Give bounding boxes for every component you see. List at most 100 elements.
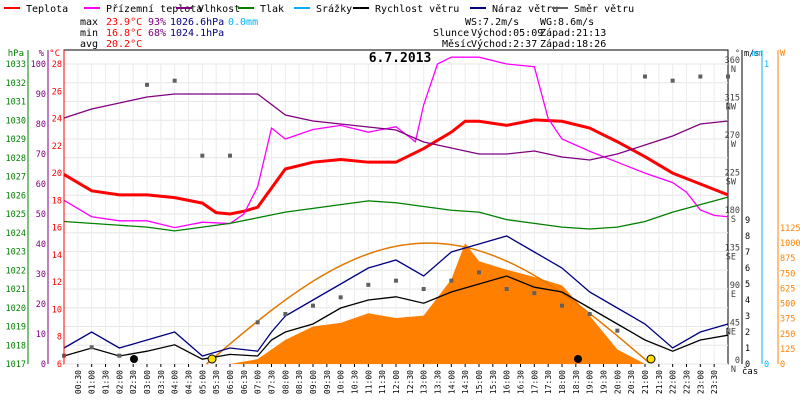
x-tick-label: 10:00	[337, 370, 346, 394]
legend-label-rychlost: Rychlost větru	[375, 3, 459, 15]
x-tick-label: 11:30	[378, 370, 387, 394]
x-tick-label: 03:30	[157, 370, 166, 394]
axis-tick-temperature: 14	[52, 251, 62, 261]
direction-point	[200, 153, 205, 158]
direction-point	[504, 287, 509, 291]
axis-tick-pressure: 1031	[6, 98, 26, 108]
direction-point	[587, 312, 592, 316]
legend-label-tlak: Tlak	[260, 4, 284, 15]
legend-label-srazky: Srážky	[316, 3, 352, 15]
x-tick-label: 22:30	[683, 370, 692, 394]
stat-min-label: min	[80, 28, 98, 39]
moon-marker-icon	[130, 355, 138, 363]
x-tick-label: 07:30	[268, 370, 277, 394]
axis-tick-pressure: 1022	[6, 266, 26, 276]
legend-label-smer: Směr větru	[574, 3, 634, 15]
axis-tick-pressure: 1023	[6, 248, 26, 258]
axis-tick-direction: 45	[730, 319, 740, 329]
series-lines	[63, 56, 729, 360]
stat-avg-label: avg	[80, 39, 98, 50]
axis-tick-wind: 2	[745, 328, 750, 338]
x-tick-label: 19:00	[586, 370, 595, 394]
axis-tick-direction: 270	[725, 131, 740, 141]
direction-point	[117, 353, 122, 358]
x-tick-label: 14:30	[461, 370, 470, 394]
x-tick-label: 20:00	[613, 370, 622, 394]
solar-area	[230, 243, 645, 364]
axis-unit-rain: mm	[752, 49, 762, 59]
axis-unit-wind: m/s	[744, 49, 759, 59]
stat-avg-temp: 20.2°C	[106, 39, 142, 50]
axis-unit-temperature: °C	[49, 49, 60, 59]
sun-rise-marker-icon	[207, 354, 217, 364]
series-line	[63, 118, 729, 216]
series-line	[63, 56, 729, 229]
axis-tick-solar: 750	[780, 269, 795, 279]
direction-point	[366, 282, 371, 287]
axis-tick-solar: 625	[780, 284, 795, 294]
axis-unit-solar: W	[780, 49, 786, 59]
wind-wg: WG:8.6m/s	[540, 17, 594, 28]
axis-tick-temperature: 10	[52, 305, 62, 315]
direction-point	[615, 328, 620, 333]
stats-block: max 23.9°C 93% 1026.6hPa 0.0mm min 16.8°…	[80, 17, 258, 50]
x-tick-label: 05:30	[212, 370, 221, 394]
x-tick-label: 10:30	[351, 370, 360, 394]
axis-tick-humidity: 40	[36, 240, 46, 250]
theoretical-solar-curve	[205, 242, 650, 365]
direction-point	[449, 278, 454, 283]
axis-tick-direction: 360	[725, 56, 740, 66]
axis-unit-direction: °	[735, 49, 740, 59]
direction-point	[283, 312, 288, 316]
axis-tick-compass: SE	[726, 253, 736, 263]
axis-tick-compass: NW	[726, 103, 737, 113]
axis-tick-solar: 125	[780, 345, 795, 355]
x-axis: 00:30 01:00 01:30 02:00 02:30 03:00 03:30 04:00…	[74, 364, 719, 394]
wind-direction-points	[62, 74, 730, 358]
axis-tick-direction: 135	[725, 244, 740, 254]
x-tick-label: 01:30	[102, 370, 111, 394]
direction-point	[643, 74, 647, 79]
sun-label: Slunce	[433, 28, 469, 39]
x-tick-label: 02:00	[115, 370, 124, 394]
x-tick-label: 18:30	[572, 370, 581, 394]
axis-tick-humidity: 50	[36, 210, 46, 220]
moon-rise: Východ:2:37	[471, 38, 537, 50]
x-tick-label: 16:30	[517, 370, 526, 394]
axis-tick-pressure: 1024	[6, 229, 26, 239]
axis-tick-temperature: 22	[52, 142, 62, 152]
axis-tick-humidity: 80	[36, 120, 46, 130]
direction-point	[560, 303, 564, 308]
direction-point	[145, 82, 149, 87]
axis-tick-compass: S	[731, 215, 736, 225]
axis-tick-pressure: 1027	[6, 173, 26, 183]
x-tick-label: 12:30	[406, 370, 415, 394]
axis-tick-temperature: 24	[52, 115, 62, 125]
chart-title: 6.7.2013	[369, 51, 432, 66]
axis-tick-pressure: 1020	[6, 304, 26, 314]
x-tick-label: 21:00	[641, 370, 650, 394]
x-tick-label: 06:30	[240, 370, 249, 394]
stat-min-temp: 16.8°C	[106, 28, 142, 39]
x-tick-label: 08:30	[295, 370, 304, 394]
x-tick-label: 05:00	[198, 370, 207, 394]
stat-max-hum: 93%	[148, 17, 166, 28]
stat-max-label: max	[80, 17, 98, 28]
axis-tick-pressure: 1021	[6, 285, 26, 295]
axis-tick-compass: N	[731, 65, 736, 75]
axis-tick-pressure: 1019	[6, 323, 26, 333]
x-tick-label: 11:00	[364, 370, 373, 394]
stat-min-hum: 68%	[148, 28, 166, 39]
x-tick-label: 09:30	[323, 370, 332, 394]
x-tick-label: 21:30	[655, 370, 664, 394]
x-tick-label: 18:00	[558, 370, 567, 394]
stat-max-press: 1026.6hPa	[170, 17, 224, 28]
x-tick-label: 20:30	[627, 370, 636, 394]
x-tick-label: 23:30	[710, 370, 719, 394]
x-tick-label: 00:30	[74, 370, 83, 394]
axis-tick-pressure: 1025	[6, 210, 26, 220]
axis-unit-pressure: hPa	[8, 49, 24, 59]
direction-point	[532, 291, 537, 296]
sun-set: Západ:21:13	[540, 27, 606, 39]
legend-label-teplota: Teplota	[26, 4, 68, 15]
